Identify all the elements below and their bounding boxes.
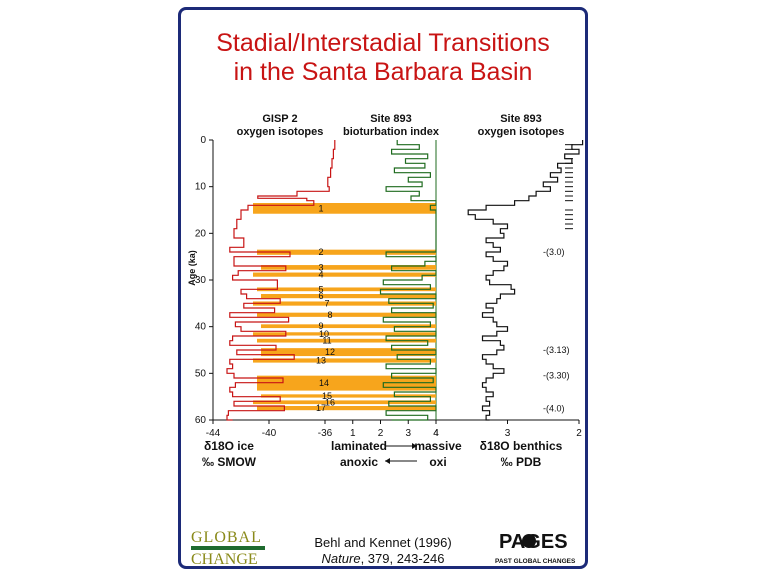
benthic-header-2: oxygen isotopes <box>478 126 565 138</box>
slide-card: Stadial/Interstadial Transitions in the … <box>178 7 588 569</box>
x-tick-label: 2 <box>576 428 582 439</box>
interstadial-band <box>253 301 436 306</box>
citation-line-2: Nature, 379, 243-246 <box>322 551 445 566</box>
x-tick-label: -44 <box>206 428 221 439</box>
interstadial-band <box>257 406 436 411</box>
interstadial-band <box>261 348 436 357</box>
gisp2-header-2: oxygen isotopes <box>237 126 324 138</box>
title-line-2: in the Santa Barbara Basin <box>233 58 533 86</box>
gisp2-x-label-1: δ18O ice <box>204 439 254 453</box>
benthic-series-line <box>467 140 584 421</box>
x-tick-label: 4 <box>433 428 439 439</box>
benthic-annotation: -(3.13) <box>543 345 570 355</box>
interstadial-band <box>261 324 436 329</box>
x-tick-label: -40 <box>262 428 277 439</box>
bio-header-2: bioturbation index <box>343 126 440 138</box>
y-tick-label: 20 <box>195 228 207 239</box>
gisp2-series-line <box>226 140 336 421</box>
series-group: -(3.0) -(3.13) -(3.30) -(4.0) <box>226 140 584 421</box>
band-label: 13 <box>316 356 326 366</box>
band-label: 3 <box>318 262 323 272</box>
benthic-x-label-1: δ18O benthics <box>480 439 563 453</box>
bio-left-label-2: anoxic <box>340 455 378 469</box>
interstadial-band <box>257 249 436 255</box>
pages-logo: PAGES PAST GLOBAL CHANGES <box>495 531 576 565</box>
x-tick-label: 3 <box>505 428 511 439</box>
bio-right-label-1: massive <box>414 439 462 453</box>
band-label: 15 <box>322 391 332 401</box>
interstadial-band <box>253 332 436 336</box>
band-label: 14 <box>319 378 329 388</box>
band-label: 4 <box>318 270 323 280</box>
y-tick-label: 60 <box>195 415 207 426</box>
bio-right-label-2: oxi <box>429 455 446 469</box>
bio-header-1: Site 893 <box>370 113 412 125</box>
svg-text:GLOBAL: GLOBAL <box>191 529 262 546</box>
svg-text:CHANGE: CHANGE <box>191 551 258 568</box>
gisp2-x-label-2: ‰ SMOW <box>202 455 257 469</box>
band-label: 7 <box>324 299 329 309</box>
band-label: 11 <box>322 336 331 346</box>
y-tick-label: 30 <box>195 275 207 286</box>
interstadial-band <box>257 312 436 317</box>
global-change-logo: GLOBAL CHANGE <box>191 529 265 568</box>
bio-left-label-1: laminated <box>331 439 387 453</box>
y-tick-label: 10 <box>195 182 207 193</box>
benthic-x-label-2: ‰ PDB <box>501 455 542 469</box>
benthic-annotation: -(4.0) <box>543 403 565 413</box>
interstadial-band <box>253 272 436 277</box>
svg-text:PAST GLOBAL CHANGES: PAST GLOBAL CHANGES <box>495 558 576 565</box>
chart-svg: GISP 2 oxygen isotopes Site 893 bioturba… <box>187 113 584 568</box>
band-label: 17 <box>316 403 326 413</box>
arrow-left-head <box>385 458 390 464</box>
x-tick-label: 2 <box>378 428 384 439</box>
band-label: 5 <box>318 284 323 294</box>
interstadial-band <box>261 394 436 398</box>
benthic-annotation: -(3.30) <box>543 371 570 381</box>
x-tick-label: -36 <box>318 428 333 439</box>
band-label: 1 <box>318 203 323 213</box>
benthic-annotation: -(3.0) <box>543 247 565 257</box>
band-label: 8 <box>327 310 332 320</box>
band-label: 2 <box>318 247 323 257</box>
x-tick-label: 4 <box>433 428 439 439</box>
benthic-header-1: Site 893 <box>500 113 542 125</box>
interstadial-band <box>253 358 436 363</box>
interstadial-band <box>261 265 436 270</box>
y-tick-label: 50 <box>195 368 207 379</box>
interstadial-band <box>253 400 436 405</box>
x-tick-label: 1 <box>350 428 356 439</box>
y-axis-label: Age (ka) <box>187 250 197 286</box>
band-label: 10 <box>319 329 329 339</box>
title-line-1: Stadial/Interstadial Transitions <box>216 29 550 57</box>
y-tick-label: 0 <box>200 135 206 146</box>
interstadial-band <box>261 294 436 299</box>
bio-series-line <box>379 140 437 421</box>
x-tick-label: 3 <box>405 428 411 439</box>
citation-line-1: Behl and Kennet (1996) <box>314 535 451 550</box>
gisp2-header-1: GISP 2 <box>262 113 297 125</box>
band-label: 12 <box>325 347 335 357</box>
y-tick-label: 40 <box>195 322 207 333</box>
band-label: 6 <box>318 291 323 301</box>
interstadial-band <box>253 203 436 214</box>
interstadial-band <box>257 287 436 292</box>
interstadial-band <box>257 338 436 343</box>
band-label: 16 <box>325 397 335 407</box>
band-label: 9 <box>318 321 323 331</box>
arrow-right-head <box>412 443 417 449</box>
